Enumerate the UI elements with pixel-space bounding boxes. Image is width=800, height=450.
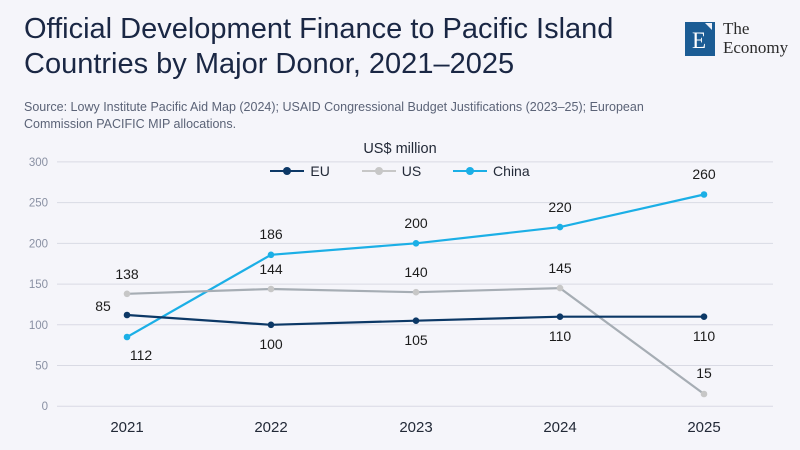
svg-text:2023: 2023: [399, 419, 432, 436]
svg-text:138: 138: [115, 266, 139, 282]
svg-text:250: 250: [29, 198, 48, 210]
svg-text:140: 140: [404, 264, 428, 280]
svg-text:260: 260: [692, 166, 716, 182]
svg-text:2022: 2022: [254, 419, 287, 436]
svg-text:144: 144: [259, 261, 283, 277]
svg-text:2024: 2024: [543, 419, 576, 436]
svg-text:15: 15: [696, 365, 712, 381]
svg-text:2021: 2021: [110, 419, 143, 436]
svg-text:200: 200: [404, 215, 428, 231]
svg-text:50: 50: [35, 361, 48, 373]
svg-text:220: 220: [548, 199, 572, 215]
svg-text:100: 100: [259, 336, 283, 352]
svg-text:112: 112: [130, 347, 153, 363]
svg-text:110: 110: [549, 328, 572, 344]
svg-text:150: 150: [29, 279, 48, 291]
svg-text:100: 100: [29, 320, 48, 332]
svg-text:0: 0: [42, 401, 48, 413]
svg-text:85: 85: [95, 298, 111, 314]
svg-text:300: 300: [29, 157, 48, 169]
svg-text:200: 200: [29, 238, 48, 250]
svg-text:2025: 2025: [687, 419, 720, 436]
svg-text:186: 186: [259, 226, 283, 242]
svg-text:105: 105: [404, 332, 428, 348]
svg-text:145: 145: [548, 260, 572, 276]
svg-text:110: 110: [693, 328, 716, 344]
